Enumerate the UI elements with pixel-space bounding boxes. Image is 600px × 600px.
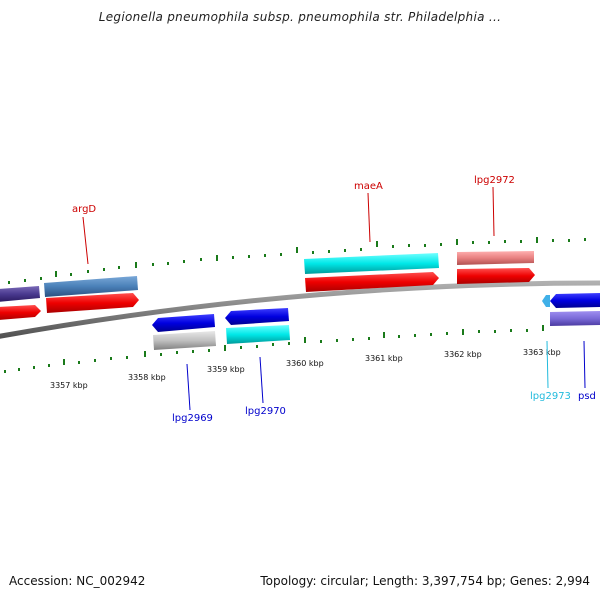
gc-skew-outer-track	[8, 237, 586, 284]
gene-label-psd[interactable]: psd	[578, 391, 596, 402]
cds-lpg2973[interactable]	[542, 295, 550, 307]
cyan-feature-lpg2970[interactable]	[226, 325, 290, 344]
pink-feature-lpg2972[interactable]	[457, 251, 534, 265]
gc-skew-inner-track	[4, 325, 544, 373]
forward-features[interactable]	[0, 251, 535, 320]
tick-label: 3359 kbp	[207, 365, 245, 374]
steelblue-feature[interactable]	[44, 276, 138, 297]
gray-feature-lpg2969[interactable]	[153, 331, 216, 350]
gene-label-argD[interactable]: argD	[72, 204, 96, 215]
gene-label-lpg2973[interactable]: lpg2973	[530, 391, 571, 402]
cyan-feature-maeA[interactable]	[304, 253, 439, 274]
gene-label-maeA[interactable]: maeA	[354, 181, 383, 192]
genome-summary: Topology: circular; Length: 3,397,754 bp…	[260, 574, 590, 588]
map-title: Legionella pneumophila subsp. pneumophil…	[98, 10, 502, 24]
axis-ticks: 3357 kbp 3358 kbp 3359 kbp 3360 kbp 3361…	[50, 348, 561, 390]
accession-text: Accession: NC_002942	[9, 574, 146, 588]
gene-label-lpg2972[interactable]: lpg2972	[474, 175, 515, 186]
indigo-feature-left[interactable]	[0, 286, 40, 302]
cds-lpg2969[interactable]	[152, 314, 215, 332]
reverse-features[interactable]	[152, 293, 600, 350]
gene-labels[interactable]: argD maeA lpg2972 lpg2969 lpg2970 lpg297…	[72, 175, 596, 424]
tick-label: 3360 kbp	[286, 359, 324, 368]
gene-label-lpg2970[interactable]: lpg2970	[245, 406, 286, 417]
cds-argD[interactable]	[46, 293, 139, 313]
cds-lpg2972[interactable]	[457, 268, 535, 284]
tick-label: 3363 kbp	[523, 348, 561, 357]
cds-lpg2970[interactable]	[225, 308, 289, 325]
label-leaders	[82, 186, 586, 411]
purple-feature-psd[interactable]	[550, 311, 600, 326]
tick-label: 3358 kbp	[128, 373, 166, 382]
tick-label: 3357 kbp	[50, 381, 88, 390]
cds-psd[interactable]	[550, 293, 600, 308]
cds-maeA[interactable]	[305, 272, 439, 292]
genome-backbone	[0, 280, 600, 339]
tick-label: 3361 kbp	[365, 354, 403, 363]
gene-label-lpg2969[interactable]: lpg2969	[172, 413, 213, 424]
cds-argD-left[interactable]	[0, 305, 41, 320]
tick-label: 3362 kbp	[444, 350, 482, 359]
